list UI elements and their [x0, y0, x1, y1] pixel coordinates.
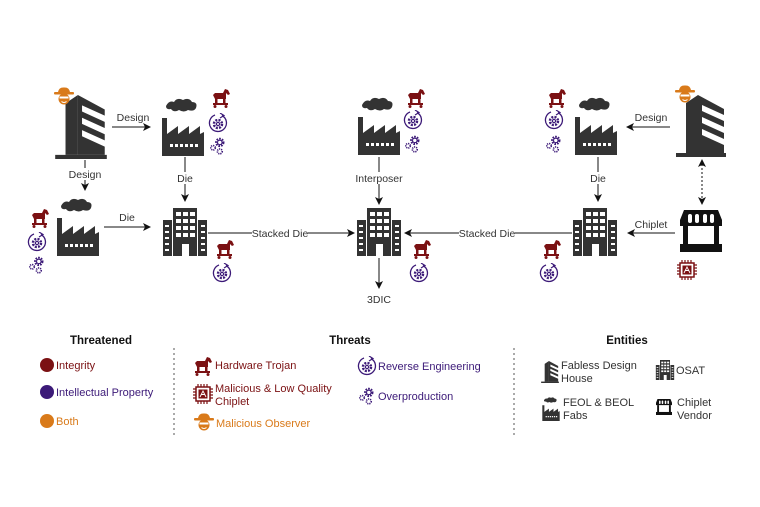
trojan-horse-icon: [32, 209, 49, 228]
trojan-horse-icon: [414, 240, 431, 259]
gears-icon: [545, 135, 561, 153]
legend-malicious-chiplet-1: Malicious & Low Quality: [215, 383, 332, 395]
reverse-engineering-icon: [544, 110, 564, 130]
legend-entities-title: Entities: [606, 335, 648, 347]
trojan-horse-icon: [213, 89, 230, 108]
integrity-swatch: [40, 358, 54, 372]
label-3dic: 3DIC: [367, 294, 391, 306]
legend-fabless-1: Fabless Design: [561, 360, 637, 372]
legend-reverse-engineering: Reverse Engineering: [378, 361, 481, 373]
trojan-horse-icon: [544, 240, 561, 259]
label-stacked-die: Stacked Die: [252, 228, 309, 240]
legend-malicious-chiplet-2: Chiplet: [215, 396, 249, 408]
legend-both: Both: [56, 416, 79, 428]
legend-ip: Intellectual Property: [56, 387, 154, 399]
legend-fabs-1: FEOL & BEOL: [563, 397, 634, 409]
gears-icon: [358, 387, 374, 405]
label-design: Design: [69, 169, 102, 181]
reverse-engineering-icon: [539, 263, 559, 283]
osat-left: [163, 208, 207, 256]
label-stacked-die: Stacked Die: [459, 228, 516, 240]
both-swatch: [40, 414, 54, 428]
fab-top-left: [162, 98, 204, 156]
trojan-horse-icon: [408, 89, 425, 108]
legend-malicious-observer: Malicious Observer: [216, 418, 310, 430]
fab-right: [575, 97, 617, 155]
chip-icon: [677, 260, 697, 280]
osat-building-icon: [655, 360, 675, 380]
osat-right: [573, 208, 617, 256]
label-interposer: Interposer: [355, 173, 403, 185]
reverse-engineering-icon: [403, 110, 423, 130]
interposer-fab: [358, 97, 400, 155]
legend-threatened-title: Threatened: [70, 335, 132, 347]
gears-icon: [404, 135, 420, 153]
reverse-engineering-icon: [212, 263, 232, 283]
store-icon: [656, 399, 672, 415]
trojan-horse-icon: [217, 240, 234, 259]
fabless-design-house-left: [55, 95, 107, 159]
gears-icon: [209, 137, 225, 155]
fab-bottom-left: [57, 198, 99, 256]
legend-osat: OSAT: [676, 365, 705, 377]
ip-swatch: [40, 385, 54, 399]
label-design: Design: [635, 112, 668, 124]
legend-integrity: Integrity: [56, 360, 96, 372]
reverse-engineering-icon: [409, 263, 429, 283]
trojan-horse-icon: [195, 357, 212, 376]
fabless-design-house-right: [676, 95, 726, 157]
design-house-icon: [541, 361, 559, 383]
legend-overproduction: Overproduction: [378, 391, 453, 403]
legend-vendor-1: Chiplet: [677, 397, 711, 409]
label-die: Die: [177, 173, 193, 185]
reverse-engineering-icon: [208, 113, 228, 133]
reverse-engineering-icon: [27, 232, 47, 252]
legend-vendor-2: Vendor: [677, 410, 712, 422]
legend-fabs-2: Fabs: [563, 410, 588, 422]
legend-threats-title: Threats: [329, 335, 371, 347]
factory-icon: [542, 397, 560, 421]
observer-icon: [194, 413, 214, 431]
label-design: Design: [117, 112, 150, 124]
label-die: Die: [119, 212, 135, 224]
legend-threats: Threats Hardware Trojan Malicious & Low …: [193, 335, 481, 431]
trojan-horse-icon: [549, 89, 566, 108]
label-chiplet: Chiplet: [635, 219, 668, 231]
legend-entities: Entities Fabless Design House OSAT FEOL …: [541, 335, 712, 422]
chip-icon: [193, 384, 213, 404]
legend-fabless-2: House: [561, 373, 593, 385]
reverse-engineering-icon: [357, 356, 377, 376]
gears-icon: [28, 256, 44, 274]
chiplet-vendor-store: [680, 210, 722, 252]
legend-threatened: Threatened Integrity Intellectual Proper…: [40, 335, 154, 428]
label-die: Die: [590, 173, 606, 185]
osat-center: [357, 208, 401, 256]
legend-hardware-trojan: Hardware Trojan: [215, 360, 296, 372]
